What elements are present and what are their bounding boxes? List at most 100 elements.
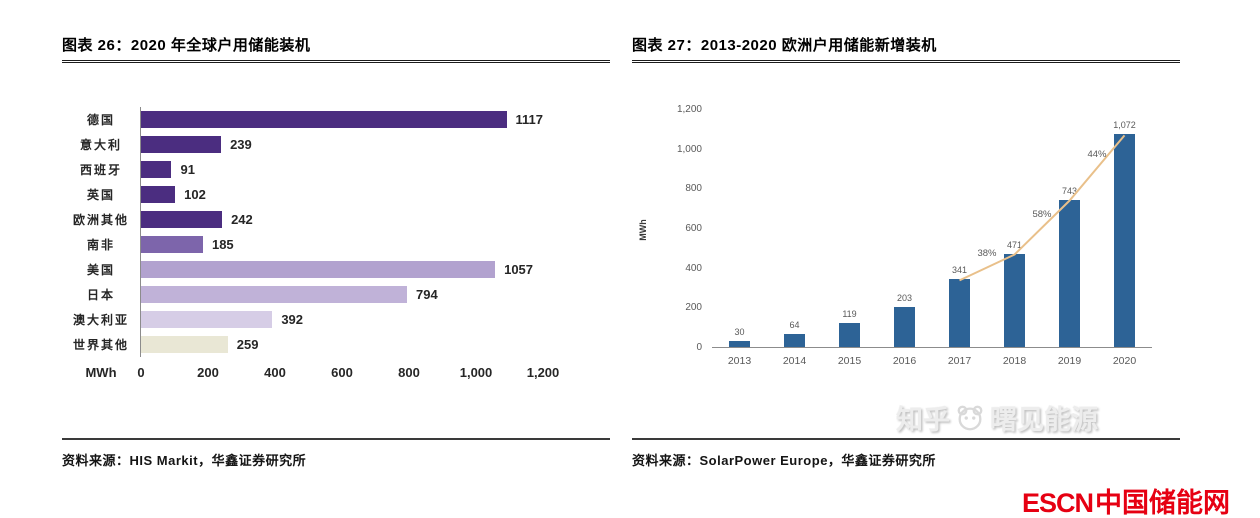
- right-chart-panel: 图表 27：2013-2020 欧洲户用储能新增装机 MWh 0 200 400 60…: [632, 34, 1180, 397]
- category-label: 美国: [86, 263, 115, 277]
- category-label: 意大利: [79, 138, 122, 152]
- x-axis-tick: 2020: [1112, 355, 1137, 367]
- bar: [141, 311, 273, 328]
- bar-value-label: 185: [211, 237, 234, 252]
- bar-track: 1057: [140, 257, 543, 282]
- x-axis-tick: 1,200: [526, 365, 560, 380]
- y-axis-tick: 400: [685, 262, 702, 274]
- right-y-axis: 0 200 400 600 800 1,000 1,200: [650, 104, 702, 353]
- growth-rate-label: 38%: [977, 248, 997, 260]
- bar: [141, 211, 223, 228]
- category-label: 世界其他: [72, 338, 129, 352]
- bar-row: 西班牙 91: [62, 157, 610, 182]
- growth-rate-label: 58%: [1032, 208, 1052, 220]
- growth-rate-label: 44%: [1087, 149, 1107, 160]
- x-axis-tick: 2019: [1057, 355, 1082, 367]
- category-label: 南非: [86, 238, 115, 252]
- left-chart-rows: 德国 1117 意大利 239 西班牙 91 英国 102 欧洲其他 242 南非 185 美国 1057…: [62, 107, 610, 357]
- bar-row: 意大利 239: [62, 132, 610, 157]
- bar: [141, 286, 407, 303]
- bar-value-label: 471: [1006, 239, 1023, 250]
- right-source-note: 资料来源：SolarPower Europe，华鑫证券研究所: [632, 438, 1180, 469]
- left-chart-title: 图表 26：2020 年全球户用储能装机: [62, 34, 610, 63]
- left-chart-panel: 图表 26：2020 年全球户用储能装机 德国 1117 意大利 239 西班牙 91 英国…: [62, 34, 610, 387]
- right-chart-title: 图表 27：2013-2020 欧洲户用储能新增装机: [632, 34, 1180, 63]
- bar-value-label: 794: [415, 287, 438, 302]
- bar-value-label: 1057: [504, 262, 534, 277]
- bar: [894, 306, 915, 347]
- x-axis-tick: 400: [264, 365, 286, 380]
- bar: [141, 261, 496, 278]
- bar-value-label: 743: [1061, 185, 1078, 196]
- bar-row: 南非 185: [62, 232, 610, 257]
- right-chart: MWh 0 200 400 600 800 1,000 1,200 30 2013 64 2014…: [632, 97, 1180, 397]
- bar-track: 102: [140, 182, 543, 207]
- category-label: 日本: [86, 288, 115, 302]
- right-plot: 30 2013 64 2014 119 2015 203 2016 341 2017 471 2018…: [712, 109, 1152, 367]
- bar-row: 澳大利亚 392: [62, 307, 610, 332]
- bar-row: 日本 794: [62, 282, 610, 307]
- bar-value-label: 259: [236, 337, 259, 352]
- x-axis-tick: 2016: [892, 355, 917, 367]
- escn-logo-zh: 中国储能网: [1095, 488, 1231, 518]
- y-axis-tick: 200: [685, 302, 702, 314]
- left-x-axis-ticks: 0 200 400 600 800 1,000 1,200: [137, 365, 559, 385]
- bar-value-label: 203: [896, 292, 913, 303]
- escn-logo-en: ESCN: [1022, 488, 1094, 518]
- x-axis-tick: 1,000: [459, 365, 493, 380]
- bar-track: 794: [140, 282, 543, 307]
- bar: [141, 336, 228, 353]
- bar-track: 91: [140, 157, 543, 182]
- x-axis-tick: 600: [331, 365, 353, 380]
- bar: [1004, 253, 1025, 347]
- x-axis-tick: 0: [137, 365, 145, 380]
- category-label: 欧洲其他: [72, 213, 129, 227]
- x-axis-tick: 2018: [1002, 355, 1027, 367]
- bar-value-label: 102: [184, 187, 206, 202]
- x-axis-tick: 2015: [837, 355, 862, 367]
- x-axis-tick: 2014: [782, 355, 807, 367]
- zhihu-mascot-icon: [957, 405, 983, 430]
- bar-track: 242: [140, 207, 543, 232]
- y-axis-tick: 800: [685, 183, 702, 195]
- watermark-account-label: 曙见能源: [990, 405, 1098, 435]
- x-axis-tick: 800: [398, 365, 420, 380]
- bar-value-label: 392: [281, 312, 304, 327]
- bar: [141, 111, 507, 128]
- bar-value-label: 119: [842, 309, 857, 320]
- bar-track: 392: [140, 307, 543, 332]
- bar-track: 185: [140, 232, 543, 257]
- y-axis-tick: 0: [696, 342, 702, 353]
- bar-row: 美国 1057: [62, 257, 610, 282]
- bar-value-label: 239: [230, 137, 252, 152]
- bar: [141, 161, 172, 178]
- bar-value-label: 64: [789, 320, 800, 331]
- bar-track: 239: [140, 132, 543, 157]
- x-axis-tick: 200: [197, 365, 219, 380]
- x-axis-tick: 2017: [947, 355, 972, 367]
- left-x-axis-unit: MWh: [85, 365, 117, 380]
- bar-value-label: 1117: [515, 112, 544, 127]
- right-y-axis-unit: MWh: [637, 219, 648, 241]
- category-label: 英国: [86, 188, 115, 202]
- bar-track: 1117: [140, 107, 543, 132]
- x-axis-tick: 2013: [727, 355, 752, 367]
- category-label: 德国: [86, 113, 115, 127]
- bar-track: 259: [140, 332, 543, 357]
- category-label: 澳大利亚: [72, 313, 129, 327]
- bar: [949, 279, 970, 347]
- left-source-note: 资料来源：HIS Markit，华鑫证券研究所: [62, 438, 610, 469]
- y-axis-tick: 600: [685, 223, 702, 234]
- y-axis-tick: 1,000: [676, 143, 702, 155]
- bar: [1114, 134, 1135, 347]
- watermark: 知乎 曙见能源: [896, 398, 1098, 437]
- left-x-axis: MWh 0 200 400 600 800 1,000 1,200: [62, 363, 610, 387]
- bar: [141, 236, 203, 253]
- bar: [141, 186, 176, 203]
- bar-value-label: 91: [180, 162, 195, 177]
- bar-value-label: 1,072: [1113, 120, 1136, 131]
- watermark-site-label: 知乎: [896, 405, 950, 435]
- bar: [141, 136, 222, 153]
- bar: [839, 323, 860, 347]
